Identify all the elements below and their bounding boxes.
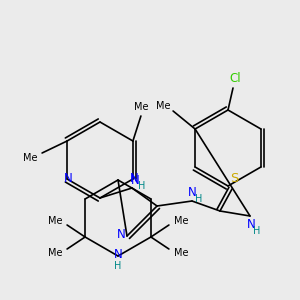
Text: N: N [247, 218, 255, 232]
Text: Me: Me [174, 248, 188, 258]
Text: H: H [138, 181, 146, 191]
Text: S: S [230, 172, 238, 185]
Text: N: N [130, 173, 140, 187]
Text: N: N [64, 172, 73, 185]
Text: Me: Me [174, 216, 188, 226]
Text: N: N [117, 229, 125, 242]
Text: N: N [130, 172, 138, 185]
Text: Me: Me [156, 101, 170, 111]
Text: N: N [114, 248, 122, 260]
Text: N: N [188, 185, 196, 199]
Text: H: H [253, 226, 261, 236]
Text: Me: Me [23, 153, 37, 163]
Text: H: H [114, 261, 122, 271]
Text: H: H [195, 194, 203, 204]
Text: Me: Me [48, 248, 62, 258]
Text: Me: Me [48, 216, 62, 226]
Text: Me: Me [134, 102, 148, 112]
Text: Cl: Cl [229, 71, 241, 85]
